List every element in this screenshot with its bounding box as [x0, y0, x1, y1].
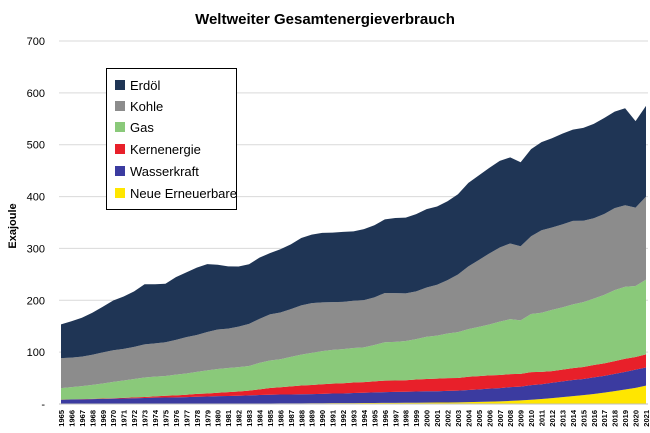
x-tick-label: 1988: [297, 410, 306, 427]
x-tick-label: 1973: [141, 410, 150, 427]
x-tick-label: 2004: [464, 409, 473, 427]
x-tick-label: 1994: [360, 409, 369, 427]
x-tick-label: 1971: [120, 410, 129, 427]
legend-swatch-neue-erneuerbare: [115, 188, 125, 198]
x-tick-label: 2008: [506, 410, 515, 427]
y-tick-label: 300: [27, 243, 45, 255]
legend-item-gas: Gas: [115, 117, 154, 137]
y-tick-label: 400: [27, 192, 45, 204]
y-tick-label: 200: [27, 295, 45, 307]
x-tick-label: 1978: [193, 410, 202, 427]
legend-item-wasserkraft: Wasserkraft: [115, 161, 199, 181]
x-tick-label: 1970: [109, 410, 118, 427]
legend-label-wasserkraft: Wasserkraft: [130, 163, 199, 179]
x-tick-label: 1989: [308, 410, 317, 427]
y-tick-label: 700: [27, 36, 45, 48]
y-tick-label: 500: [27, 140, 45, 152]
x-tick-label: 1984: [255, 409, 264, 427]
x-tick-label: 2013: [558, 410, 567, 427]
x-tick-label: 1999: [412, 410, 421, 427]
y-tick-label: 600: [27, 88, 45, 100]
x-tick-label: 1982: [235, 410, 244, 427]
y-tick-label: -: [41, 399, 45, 411]
x-tick-label: 2003: [454, 410, 463, 427]
x-tick-label: 1980: [214, 410, 223, 427]
x-tick-label: 2018: [611, 410, 620, 427]
y-tick-labels: - 100 200 300 400 500 600 700: [27, 36, 46, 411]
legend-label-gas: Gas: [130, 119, 154, 135]
x-tick-label: 1985: [266, 410, 275, 427]
x-tick-label: 2021: [642, 410, 650, 427]
x-tick-label: 1986: [276, 410, 285, 427]
chart-title: Weltweiter Gesamtenergieverbrauch: [195, 11, 455, 28]
x-tick-label: 2019: [621, 410, 630, 427]
x-tick-labels: 1965 1966 1967 1968 1969 1970 1971 1972 1973 1974…: [57, 409, 650, 427]
x-tick-label: 2015: [579, 410, 588, 427]
legend-swatch-kohle: [115, 101, 125, 111]
x-tick-label: 1981: [224, 410, 233, 427]
x-tick-label: 1979: [203, 410, 212, 427]
x-tick-label: 1974: [151, 409, 160, 427]
x-tick-label: 1983: [245, 410, 254, 427]
x-tick-label: 2002: [444, 410, 453, 427]
x-tick-label: 1977: [182, 410, 191, 427]
legend-label-neue-erneuerbare: Neue Erneuerbare: [130, 185, 237, 201]
x-tick-label: 2014: [569, 409, 578, 427]
area-series-layer: [61, 105, 646, 404]
x-tick-label: 1965: [57, 410, 66, 427]
x-tick-label: 2010: [527, 410, 536, 427]
x-tick-label: 2007: [496, 410, 505, 427]
legend-label-kernenergie: Kernenergie: [130, 141, 201, 157]
legend-swatch-kernenergie: [115, 144, 125, 154]
legend-swatch-wasserkraft: [115, 166, 125, 176]
x-tick-label: 1990: [318, 410, 327, 427]
x-tick-label: 2001: [433, 410, 442, 427]
area-series-wasserkraft: [61, 367, 646, 404]
legend-swatch-gas: [115, 122, 125, 132]
x-tick-label: 1972: [130, 410, 139, 427]
x-tick-label: 2017: [600, 410, 609, 427]
legend-item-neue-erneuerbare: Neue Erneuerbare: [115, 183, 237, 203]
area-series-erdoel: [61, 105, 646, 359]
legend-label-kohle: Kohle: [130, 98, 164, 114]
x-tick-label: 2020: [632, 410, 641, 427]
x-tick-label: 2011: [538, 410, 547, 426]
x-tick-label: 2000: [423, 410, 432, 427]
legend-item-kernenergie: Kernenergie: [115, 139, 201, 159]
y-axis-title: Exajoule: [7, 203, 19, 248]
legend-item-kohle: Kohle: [115, 96, 163, 116]
legend-swatch-erdoel: [115, 80, 125, 90]
x-tick-label: 1997: [391, 410, 400, 427]
x-tick-label: 1987: [287, 410, 296, 427]
x-tick-label: 1975: [161, 410, 170, 427]
legend-label-erdoel: Erdöl: [130, 77, 161, 93]
x-tick-label: 1995: [370, 410, 379, 427]
x-tick-label: 1996: [381, 410, 390, 427]
x-tick-label: 1968: [88, 410, 97, 427]
x-tick-label: 1966: [67, 410, 76, 427]
legend-item-erdoel: Erdöl: [115, 75, 160, 95]
x-tick-label: 1976: [172, 410, 181, 427]
x-tick-label: 1991: [329, 410, 338, 427]
x-tick-label: 1992: [339, 410, 348, 427]
legend: Erdöl Kohle Gas Kernenergie Wasserkraft …: [106, 68, 237, 210]
x-tick-label: 1993: [350, 410, 359, 427]
x-tick-label: 2012: [548, 410, 557, 427]
x-tick-label: 1998: [402, 410, 411, 427]
area-series-neue-erneuerbare: [61, 385, 646, 404]
x-tick-label: 2009: [517, 410, 526, 427]
x-tick-label: 2016: [590, 410, 599, 427]
x-tick-label: 1967: [78, 410, 87, 427]
area-series-kernenergie: [61, 354, 646, 400]
y-tick-label: 100: [27, 347, 45, 359]
x-tick-label: 2006: [485, 410, 494, 427]
area-series-kohle: [61, 196, 646, 389]
x-tick-label: 2005: [475, 410, 484, 427]
x-tick-label: 1969: [99, 410, 108, 427]
area-series-gas: [61, 279, 646, 400]
